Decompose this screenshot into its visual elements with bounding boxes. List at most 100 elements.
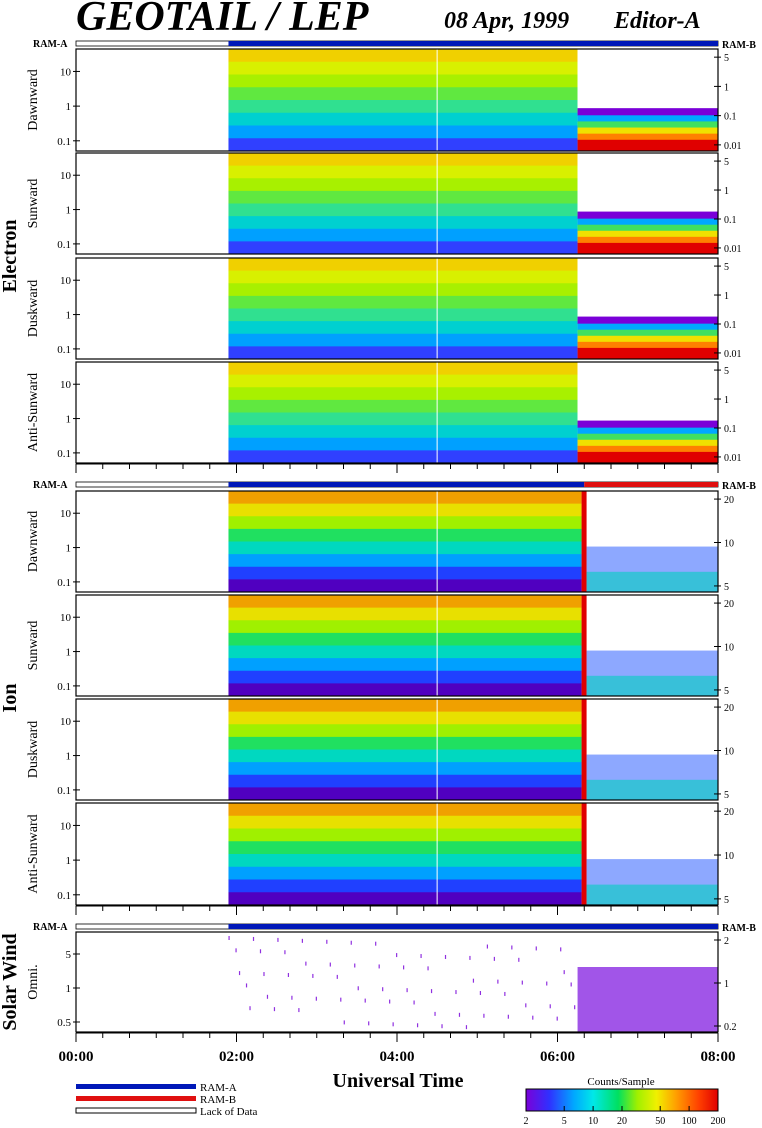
spectrogram-band bbox=[228, 762, 582, 776]
figure-editor: Editor-A bbox=[613, 8, 701, 34]
group-label-ion: Ion bbox=[0, 684, 21, 713]
y-tick-label: 0.1 bbox=[57, 344, 71, 356]
colorbar-tick-label: 10 bbox=[588, 1116, 598, 1127]
y-tick-label-right: 0.2 bbox=[724, 1022, 737, 1033]
mode-label-left: RAM-A bbox=[33, 480, 68, 491]
spectrogram-speck bbox=[273, 1007, 276, 1012]
spectrogram-band bbox=[228, 138, 578, 152]
spectrogram-band bbox=[228, 228, 578, 242]
spectrogram-speck bbox=[266, 994, 269, 999]
x-tick-label: 08:00 bbox=[701, 1049, 736, 1065]
y-tick-label-right: 20 bbox=[724, 599, 734, 610]
legend-swatch-ram-a bbox=[76, 1084, 196, 1089]
spectrogram-speck bbox=[486, 944, 488, 949]
group-label-electron: Electron bbox=[0, 220, 21, 293]
panel-ion-duskward: 10 1 0.1 20 10 5 Duskward bbox=[26, 698, 734, 801]
spectrogram-speck bbox=[291, 995, 293, 1000]
spectrogram-band bbox=[228, 74, 578, 88]
colorbar-tick-label: 20 bbox=[617, 1116, 627, 1127]
x-tick-label: 02:00 bbox=[219, 1049, 254, 1065]
y-tick-label: 10 bbox=[60, 612, 72, 624]
panel-frame bbox=[75, 361, 719, 464]
spectrogram-speck bbox=[472, 978, 475, 983]
time-tick-row bbox=[75, 1032, 719, 1042]
spectrogram-band bbox=[228, 100, 578, 114]
y-tick-label: 10 bbox=[60, 66, 72, 78]
spectrogram-speck bbox=[389, 999, 391, 1004]
spectrogram-speck bbox=[465, 1025, 468, 1030]
spectrogram-speck bbox=[315, 996, 317, 1001]
spectrogram-band bbox=[228, 892, 582, 906]
spectrogram-band bbox=[228, 399, 578, 413]
spectrogram-band bbox=[228, 736, 582, 750]
spectrogram-band bbox=[228, 516, 582, 530]
spectrogram-band bbox=[586, 884, 718, 905]
colorbar-tick-label: 50 bbox=[655, 1116, 665, 1127]
spectrogram-band bbox=[228, 503, 582, 517]
spectrogram-speck bbox=[441, 1024, 443, 1029]
time-tick-row bbox=[75, 905, 719, 915]
mode-label-left: RAM-A bbox=[33, 39, 68, 50]
spectrogram-band bbox=[577, 335, 718, 343]
spectrogram-band bbox=[577, 420, 718, 429]
spectrogram-band bbox=[577, 329, 718, 337]
spectrogram-band bbox=[228, 699, 582, 713]
spectrogram-band bbox=[228, 815, 582, 829]
y-tick-label-right: 5 bbox=[724, 790, 729, 801]
panel-label: Sunward bbox=[26, 179, 41, 229]
spectrogram-band bbox=[228, 258, 578, 272]
spectrogram-band bbox=[577, 108, 718, 116]
spectrogram-speck bbox=[312, 973, 314, 978]
spectrogram-speck bbox=[249, 1006, 251, 1011]
spectrogram-speck bbox=[420, 954, 422, 959]
y-tick-label-right: 0.1 bbox=[724, 215, 737, 226]
spectrogram-speck bbox=[238, 971, 241, 976]
y-tick-label: 10 bbox=[60, 820, 72, 832]
y-tick-label-right: 10 bbox=[724, 747, 734, 758]
spectrogram-speck bbox=[326, 939, 328, 944]
spectrogram-band bbox=[581, 803, 587, 905]
spectrogram-speck bbox=[570, 982, 572, 987]
spectrogram-speck bbox=[357, 986, 359, 991]
spectrogram-speck bbox=[259, 949, 262, 954]
mode-segment-ram-a bbox=[228, 924, 718, 929]
y-tick-label: 0.1 bbox=[57, 681, 71, 693]
panel-frame bbox=[75, 698, 719, 801]
spectrogram-speck bbox=[455, 990, 457, 995]
spectrogram-band bbox=[228, 607, 582, 621]
spectrogram-band bbox=[228, 724, 582, 738]
y-tick-label-right: 5 bbox=[724, 262, 729, 273]
y-tick-label-right: 0.1 bbox=[724, 112, 737, 123]
spectrogram-speck bbox=[479, 991, 482, 996]
spectrogram-speck bbox=[444, 954, 447, 959]
mode-segment-ram-a bbox=[228, 482, 585, 487]
spectrogram-band bbox=[228, 412, 578, 426]
y-tick-label-right: 0.01 bbox=[724, 141, 742, 152]
colorbar-tick-label: 5 bbox=[562, 1116, 567, 1127]
mode-label-left: RAM-A bbox=[33, 922, 68, 933]
panel-label: Dawnward bbox=[26, 511, 41, 572]
spectrogram-speck bbox=[406, 988, 408, 993]
y-tick-label: 10 bbox=[60, 379, 72, 391]
spectrogram-band bbox=[228, 270, 578, 284]
y-tick-label: 1 bbox=[66, 983, 72, 995]
spectrogram-band bbox=[586, 675, 718, 696]
y-tick-label-right: 10 bbox=[724, 643, 734, 654]
colorbar-ticks: 2 5 10 20 50 100 200 bbox=[524, 1106, 726, 1127]
y-tick-label: 10 bbox=[60, 275, 72, 287]
spectrogram-band bbox=[228, 632, 582, 646]
spectrogram-band bbox=[228, 803, 582, 817]
y-tick-label-right: 2 bbox=[724, 936, 729, 947]
mode-label-right: RAM-B bbox=[722, 40, 756, 51]
y-tick-label: 1 bbox=[66, 310, 72, 322]
spectrogram-band bbox=[228, 711, 582, 725]
spectrogram-band bbox=[577, 427, 718, 435]
spectrogram-speck bbox=[235, 948, 237, 953]
spectrogram-band bbox=[577, 967, 718, 1032]
spectrogram-speck bbox=[287, 972, 290, 977]
y-tick-label-right: 1 bbox=[724, 186, 729, 197]
spectrogram-band bbox=[228, 645, 582, 659]
spectrogram-band bbox=[228, 595, 582, 609]
spectrogram-band bbox=[228, 112, 578, 126]
